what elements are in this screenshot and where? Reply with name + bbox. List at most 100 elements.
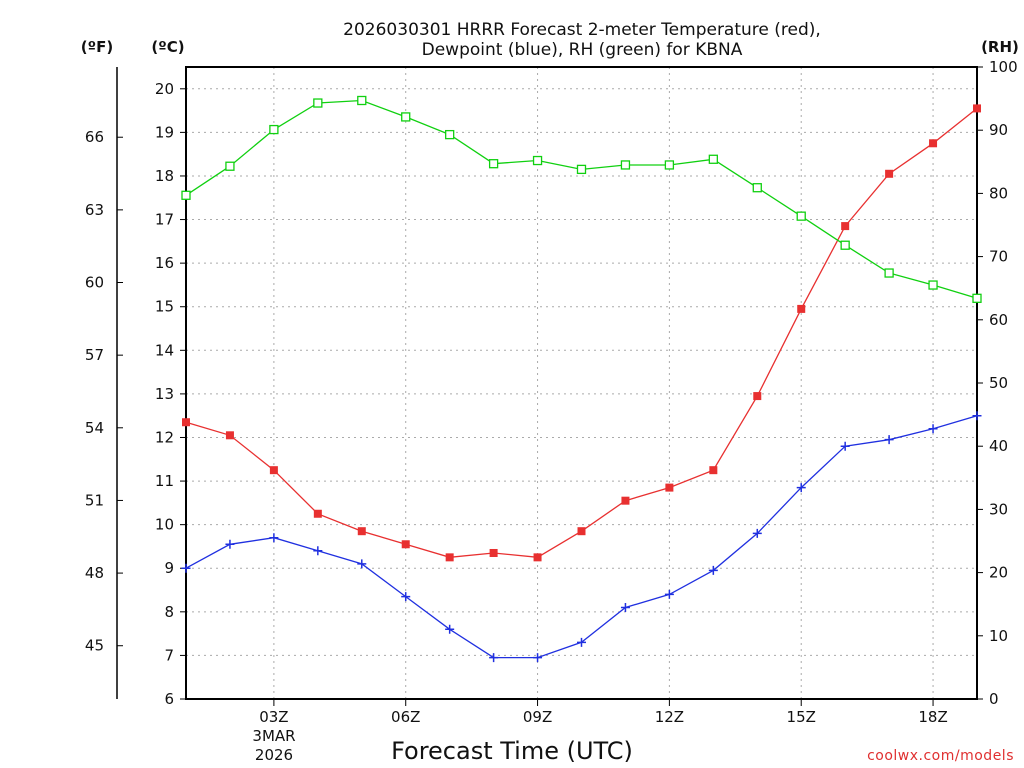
tick-label-rh: 10 bbox=[989, 627, 1008, 645]
gridlines bbox=[186, 67, 977, 700]
tick-label-rh: 90 bbox=[989, 121, 1008, 139]
dewpoint-point bbox=[664, 589, 674, 599]
temperature-point bbox=[973, 104, 981, 113]
rh-point bbox=[576, 164, 587, 175]
date-label-year: 2026 bbox=[255, 746, 293, 764]
rh-unit-label: (RH) bbox=[981, 38, 1019, 56]
tick-label-rh: 30 bbox=[989, 500, 1008, 518]
tick-label-celsius: 15 bbox=[155, 298, 174, 316]
dewpoint-point bbox=[972, 411, 982, 421]
tick-label-rh: 0 bbox=[989, 690, 999, 708]
temperature-point bbox=[313, 509, 322, 518]
rh-line bbox=[185, 99, 978, 299]
dewpoint-point bbox=[225, 539, 235, 549]
dewpoint-point bbox=[401, 592, 411, 602]
dewpoint-point bbox=[840, 441, 850, 451]
temperature-point bbox=[709, 466, 718, 475]
temperature-point bbox=[577, 527, 586, 536]
dewpoint-point bbox=[445, 624, 455, 634]
tick-label-rh: 50 bbox=[989, 374, 1008, 392]
dewpoint-point bbox=[752, 528, 762, 538]
rh-point bbox=[840, 240, 850, 250]
rh-point bbox=[884, 268, 894, 278]
temperature-point bbox=[445, 553, 454, 562]
dewpoint-point bbox=[489, 653, 499, 663]
x-axis-label: Forecast Time (UTC) bbox=[391, 737, 633, 765]
plot-frame bbox=[185, 66, 978, 700]
tick-label-fahrenheit: 54 bbox=[85, 419, 104, 437]
dewpoint-point bbox=[928, 424, 938, 434]
dewpoint-point bbox=[620, 602, 630, 612]
tick-label-celsius: 20 bbox=[155, 80, 174, 98]
tick-label-rh: 20 bbox=[989, 564, 1008, 582]
tick-label-celsius: 6 bbox=[164, 690, 174, 708]
dewpoint-point bbox=[577, 637, 586, 647]
tick-label-x: 12Z bbox=[655, 708, 684, 726]
tick-label-celsius: 18 bbox=[155, 167, 174, 185]
fahrenheit-unit-label: (ºF) bbox=[81, 38, 113, 56]
temperature-point bbox=[885, 169, 894, 178]
tick-label-celsius: 19 bbox=[155, 123, 174, 141]
dewpoint-point bbox=[884, 435, 894, 445]
dewpoint-point bbox=[708, 565, 718, 575]
tick-label-celsius: 11 bbox=[155, 472, 174, 490]
rh-point bbox=[181, 190, 191, 200]
tick-label-celsius: 14 bbox=[155, 341, 174, 359]
tick-label-celsius: 17 bbox=[155, 211, 174, 229]
tick-label-celsius: 12 bbox=[155, 428, 174, 446]
dewpoint-point bbox=[796, 483, 806, 493]
celsius-unit-label: (ºC) bbox=[151, 38, 184, 56]
series-layer bbox=[181, 95, 982, 663]
rh-point bbox=[752, 183, 762, 193]
tick-label-rh: 70 bbox=[989, 248, 1008, 266]
tick-label-fahrenheit: 63 bbox=[85, 201, 104, 219]
temperature-point bbox=[182, 418, 190, 427]
rh-point bbox=[532, 155, 543, 166]
temperature-point bbox=[841, 222, 850, 231]
tick-label-celsius: 9 bbox=[164, 559, 174, 577]
tick-label-fahrenheit: 48 bbox=[85, 564, 104, 582]
rh-point bbox=[664, 160, 675, 170]
temperature-point bbox=[621, 496, 630, 505]
rh-point bbox=[225, 161, 235, 171]
temperature-point bbox=[533, 553, 542, 562]
temperature-point bbox=[929, 139, 938, 148]
dewpoint-point bbox=[313, 546, 323, 556]
tick-label-rh: 40 bbox=[989, 437, 1008, 455]
temperature-point bbox=[269, 466, 278, 475]
tick-label-celsius: 13 bbox=[155, 385, 174, 403]
tick-label-celsius: 16 bbox=[155, 254, 174, 272]
rh-point bbox=[313, 98, 323, 108]
tick-label-fahrenheit: 51 bbox=[85, 491, 104, 509]
rh-point bbox=[445, 129, 455, 140]
tick-label-rh: 100 bbox=[989, 58, 1018, 76]
chart-title-line1: 2026030301 HRRR Forecast 2-meter Tempera… bbox=[343, 20, 821, 40]
rh-point bbox=[269, 124, 279, 135]
dewpoint-point bbox=[269, 533, 279, 543]
rh-point bbox=[357, 95, 367, 106]
temperature-point bbox=[225, 431, 234, 440]
date-label-day: 3MAR bbox=[252, 727, 295, 745]
tick-label-rh: 60 bbox=[989, 311, 1008, 329]
tick-label-x: 18Z bbox=[918, 708, 947, 726]
tick-label-fahrenheit: 66 bbox=[85, 128, 104, 146]
tick-label-rh: 80 bbox=[989, 184, 1008, 202]
dewpoint-point bbox=[357, 559, 367, 569]
rh-point bbox=[620, 160, 631, 170]
tick-label-x: 03Z bbox=[259, 708, 288, 726]
temperature-point bbox=[401, 540, 410, 549]
tick-label-fahrenheit: 57 bbox=[85, 346, 104, 364]
rh-point bbox=[488, 159, 499, 169]
tick-label-celsius: 7 bbox=[164, 646, 174, 664]
rh-point bbox=[928, 280, 938, 290]
temperature-point bbox=[665, 483, 674, 492]
tick-label-x: 15Z bbox=[787, 708, 816, 726]
rh-point bbox=[796, 211, 806, 221]
temperature-point bbox=[797, 304, 806, 313]
credit-label: coolwx.com/models bbox=[867, 748, 1014, 764]
tick-label-x: 06Z bbox=[391, 708, 420, 726]
temperature-point bbox=[753, 392, 762, 401]
dewpoint-line bbox=[185, 415, 978, 659]
rh-point bbox=[708, 154, 718, 164]
